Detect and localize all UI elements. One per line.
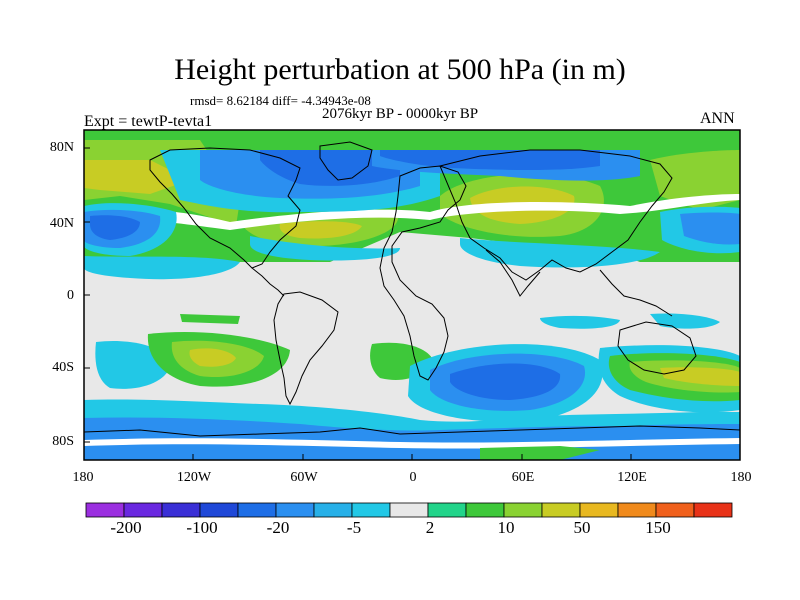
colorbar-box	[427, 502, 467, 518]
colorbar-label-2: 2	[425, 518, 435, 537]
contour-white-strip-north	[84, 194, 740, 230]
lat-label-eq: 0	[67, 288, 74, 303]
antarctica-outline	[84, 425, 740, 437]
contour-darkblue-npacific-w	[90, 215, 140, 240]
contour-yellow-south-pacific-e	[660, 367, 740, 386]
colorbar-label-neg20: -20	[266, 518, 290, 537]
central-america-outline	[251, 267, 285, 297]
colorbar-box	[617, 502, 657, 518]
north-america-outline	[149, 147, 301, 269]
south-america-outline	[273, 291, 339, 406]
colorbar-box	[465, 502, 505, 518]
colorbar-label-neg5: -5	[346, 518, 362, 537]
contour-cyan-tropic-n2	[460, 238, 660, 268]
colorbar-box	[161, 502, 201, 518]
asia-outline	[439, 149, 673, 281]
contour-white-antarctic	[84, 438, 740, 449]
time-period: 2076kyr BP - 0000kyr BP	[322, 106, 479, 122]
colorbar-box	[123, 502, 163, 518]
contour-cyan-tropic-n1	[84, 256, 240, 280]
colorbar-box	[313, 502, 353, 518]
axis-ticks	[84, 147, 632, 460]
australia-outline	[617, 321, 697, 375]
lon-label-60e: 60E	[511, 470, 535, 485]
experiment-label: Expt = tewtP-tevta1	[84, 113, 213, 130]
contour-darkblue-south-indian	[450, 363, 561, 400]
colorbar	[85, 502, 733, 518]
lon-label-120e: 120E	[617, 470, 647, 485]
coastlines	[84, 141, 740, 437]
contour-field	[84, 130, 740, 460]
lat-label-40n: 40N	[49, 216, 74, 231]
colorbar-box	[503, 502, 543, 518]
colorbar-box	[389, 502, 429, 518]
lon-label-180e: 180	[730, 470, 752, 485]
contour-cyan-tropic-s1	[540, 315, 620, 329]
southeast-asia-outline	[599, 269, 673, 317]
lat-label-80s: 80S	[52, 434, 74, 449]
colorbar-label-10: 10	[497, 518, 515, 537]
colorbar-box	[199, 502, 239, 518]
lon-label-120w: 120W	[176, 470, 212, 485]
contour-yellow-atlantic-n	[279, 221, 362, 239]
europe-africa-outline	[379, 165, 467, 381]
contour-darkblue-northcentral	[260, 150, 400, 186]
colorbar-label-150: 150	[645, 518, 671, 537]
lon-label-0: 0	[409, 470, 417, 485]
colorbar-label-neg100: -100	[186, 518, 218, 537]
contour-green-tropic-1	[180, 314, 240, 324]
arabia-india-outline	[485, 249, 541, 297]
chart-title: Height perturbation at 500 hPa (in m)	[174, 53, 626, 86]
greenland-outline	[319, 141, 373, 181]
lat-label-80n: 80N	[49, 140, 74, 155]
contour-cyan-tropic-n3	[250, 236, 400, 261]
colorbar-box	[655, 502, 695, 518]
colorbar-box	[351, 502, 391, 518]
contour-darkblue-north-asia	[380, 150, 600, 170]
colorbar-label-50: 50	[573, 518, 591, 537]
lon-label-180w: 180	[72, 470, 94, 485]
rmsd-diff-stats: rmsd= 8.62184 diff= -4.34943e-08	[190, 93, 371, 108]
colorbar-box	[579, 502, 619, 518]
lon-label-60w: 60W	[290, 470, 318, 485]
contour-yellow-south-pacific	[189, 348, 236, 367]
colorbar-label-neg200: -200	[110, 518, 142, 537]
colorbar-box	[693, 502, 733, 518]
lat-label-40s: 40S	[52, 360, 74, 375]
colorbar-box	[541, 502, 581, 518]
colorbar-box	[275, 502, 315, 518]
contour-green-antarctic	[480, 446, 600, 460]
colorbar-box	[237, 502, 277, 518]
season-label: ANN	[700, 110, 735, 127]
contour-blue-npacific-e	[680, 212, 740, 245]
colorbar-box	[85, 502, 125, 518]
